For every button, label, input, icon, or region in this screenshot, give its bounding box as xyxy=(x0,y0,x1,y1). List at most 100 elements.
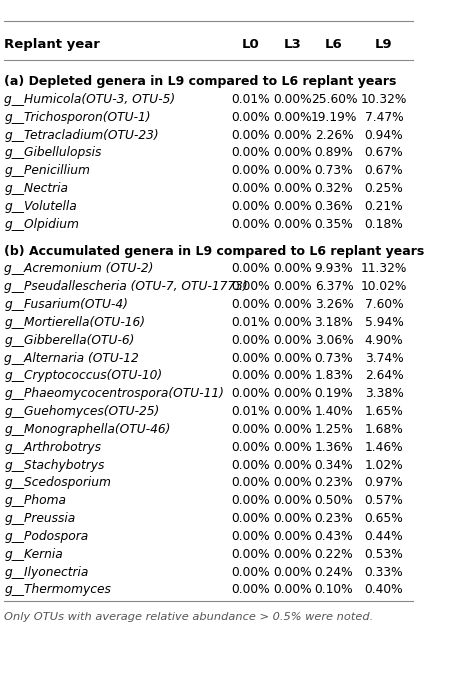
Text: 0.00%: 0.00% xyxy=(231,200,270,213)
Text: g__Phaeomycocentrospora(OTU-11): g__Phaeomycocentrospora(OTU-11) xyxy=(4,388,224,400)
Text: 0.19%: 0.19% xyxy=(315,388,353,400)
Text: 2.64%: 2.64% xyxy=(365,370,403,382)
Text: g__Ilyonectria: g__Ilyonectria xyxy=(4,566,89,578)
Text: 0.22%: 0.22% xyxy=(315,548,353,560)
Text: g__Olpidium: g__Olpidium xyxy=(4,218,79,230)
Text: g__Alternaria (OTU-12: g__Alternaria (OTU-12 xyxy=(4,352,139,364)
Text: 0.67%: 0.67% xyxy=(365,147,403,159)
Text: 0.00%: 0.00% xyxy=(231,584,270,596)
Text: g__Pseudallescheria (OTU-7, OTU-1773): g__Pseudallescheria (OTU-7, OTU-1773) xyxy=(4,281,248,293)
Text: 0.00%: 0.00% xyxy=(273,93,311,106)
Text: 1.83%: 1.83% xyxy=(315,370,353,382)
Text: 0.23%: 0.23% xyxy=(315,477,353,489)
Text: 3.06%: 3.06% xyxy=(315,334,353,346)
Text: 0.00%: 0.00% xyxy=(273,423,311,436)
Text: 0.10%: 0.10% xyxy=(315,584,353,596)
Text: g__Acremonium (OTU-2): g__Acremonium (OTU-2) xyxy=(4,263,154,275)
Text: 0.00%: 0.00% xyxy=(273,281,311,293)
Text: g__Arthrobotrys: g__Arthrobotrys xyxy=(4,441,101,453)
Text: 10.32%: 10.32% xyxy=(361,93,407,106)
Text: 0.00%: 0.00% xyxy=(231,352,270,364)
Text: g__Fusarium(OTU-4): g__Fusarium(OTU-4) xyxy=(4,298,128,311)
Text: 0.00%: 0.00% xyxy=(231,281,270,293)
Text: 0.18%: 0.18% xyxy=(365,218,403,230)
Text: 0.73%: 0.73% xyxy=(315,352,353,364)
Text: 0.00%: 0.00% xyxy=(273,530,311,543)
Text: 0.00%: 0.00% xyxy=(231,263,270,275)
Text: 0.97%: 0.97% xyxy=(365,477,403,489)
Text: 0.67%: 0.67% xyxy=(365,165,403,177)
Text: 0.00%: 0.00% xyxy=(231,566,270,578)
Text: 1.02%: 1.02% xyxy=(365,459,403,471)
Text: 0.89%: 0.89% xyxy=(315,147,353,159)
Text: 0.00%: 0.00% xyxy=(231,530,270,543)
Text: L6: L6 xyxy=(325,38,343,51)
Text: 0.00%: 0.00% xyxy=(273,129,311,141)
Text: 0.57%: 0.57% xyxy=(365,495,403,507)
Text: 0.00%: 0.00% xyxy=(231,334,270,346)
Text: 0.00%: 0.00% xyxy=(273,548,311,560)
Text: 3.26%: 3.26% xyxy=(315,298,353,311)
Text: 0.33%: 0.33% xyxy=(365,566,403,578)
Text: 0.00%: 0.00% xyxy=(231,388,270,400)
Text: 0.00%: 0.00% xyxy=(231,512,270,525)
Text: 0.00%: 0.00% xyxy=(231,298,270,311)
Text: g__Volutella: g__Volutella xyxy=(4,200,77,213)
Text: 0.32%: 0.32% xyxy=(315,182,353,195)
Text: 0.00%: 0.00% xyxy=(231,218,270,230)
Text: 0.00%: 0.00% xyxy=(231,182,270,195)
Text: 0.24%: 0.24% xyxy=(315,566,353,578)
Text: 9.93%: 9.93% xyxy=(315,263,353,275)
Text: 0.00%: 0.00% xyxy=(273,370,311,382)
Text: 0.01%: 0.01% xyxy=(231,316,270,329)
Text: 0.43%: 0.43% xyxy=(315,530,353,543)
Text: 6.37%: 6.37% xyxy=(315,281,353,293)
Text: g__Thermomyces: g__Thermomyces xyxy=(4,584,111,596)
Text: 2.26%: 2.26% xyxy=(315,129,353,141)
Text: 0.00%: 0.00% xyxy=(273,584,311,596)
Text: 0.00%: 0.00% xyxy=(231,459,270,471)
Text: 11.32%: 11.32% xyxy=(361,263,407,275)
Text: g__Stachybotrys: g__Stachybotrys xyxy=(4,459,105,471)
Text: 0.23%: 0.23% xyxy=(315,512,353,525)
Text: 0.00%: 0.00% xyxy=(231,129,270,141)
Text: 0.00%: 0.00% xyxy=(231,165,270,177)
Text: 0.01%: 0.01% xyxy=(231,93,270,106)
Text: 0.40%: 0.40% xyxy=(365,584,403,596)
Text: 0.00%: 0.00% xyxy=(273,477,311,489)
Text: 1.65%: 1.65% xyxy=(365,405,403,418)
Text: 0.00%: 0.00% xyxy=(231,548,270,560)
Text: 10.02%: 10.02% xyxy=(361,281,407,293)
Text: 0.00%: 0.00% xyxy=(273,165,311,177)
Text: (a) Depleted genera in L9 compared to L6 replant years: (a) Depleted genera in L9 compared to L6… xyxy=(4,75,397,88)
Text: 0.00%: 0.00% xyxy=(231,441,270,453)
Text: 1.36%: 1.36% xyxy=(315,441,353,453)
Text: 3.18%: 3.18% xyxy=(315,316,353,329)
Text: 0.00%: 0.00% xyxy=(273,111,311,123)
Text: Replant year: Replant year xyxy=(4,38,100,51)
Text: g__Preussia: g__Preussia xyxy=(4,512,75,525)
Text: 1.40%: 1.40% xyxy=(315,405,353,418)
Text: g__Trichosporon(OTU-1): g__Trichosporon(OTU-1) xyxy=(4,111,151,123)
Text: 0.01%: 0.01% xyxy=(231,405,270,418)
Text: L0: L0 xyxy=(242,38,259,51)
Text: 7.60%: 7.60% xyxy=(365,298,403,311)
Text: 0.00%: 0.00% xyxy=(273,352,311,364)
Text: 0.00%: 0.00% xyxy=(273,182,311,195)
Text: 0.00%: 0.00% xyxy=(231,477,270,489)
Text: 0.00%: 0.00% xyxy=(273,566,311,578)
Text: 0.53%: 0.53% xyxy=(365,548,403,560)
Text: 0.00%: 0.00% xyxy=(231,147,270,159)
Text: L3: L3 xyxy=(283,38,301,51)
Text: 0.00%: 0.00% xyxy=(273,200,311,213)
Text: g__Guehomyces(OTU-25): g__Guehomyces(OTU-25) xyxy=(4,405,159,418)
Text: g__Gibellulopsis: g__Gibellulopsis xyxy=(4,147,101,159)
Text: 0.44%: 0.44% xyxy=(365,530,403,543)
Text: 0.00%: 0.00% xyxy=(273,316,311,329)
Text: 0.00%: 0.00% xyxy=(273,512,311,525)
Text: 1.46%: 1.46% xyxy=(365,441,403,453)
Text: 0.21%: 0.21% xyxy=(365,200,403,213)
Text: 0.00%: 0.00% xyxy=(231,370,270,382)
Text: (b) Accumulated genera in L9 compared to L6 replant years: (b) Accumulated genera in L9 compared to… xyxy=(4,245,424,257)
Text: 0.00%: 0.00% xyxy=(231,111,270,123)
